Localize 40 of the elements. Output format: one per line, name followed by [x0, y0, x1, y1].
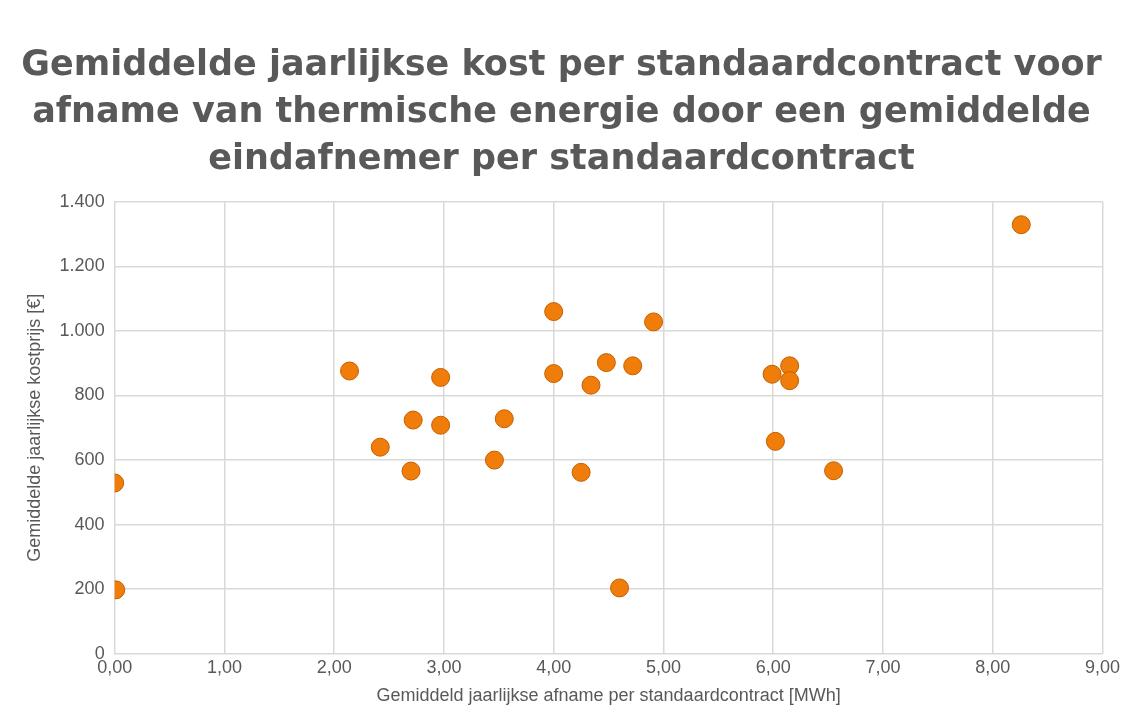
point [431, 367, 451, 387]
x-axis-title: Gemiddeld jaarlijkse afname per standaardcontract [MWh] [376, 685, 841, 706]
y-tick-label: 1.200 [59, 255, 105, 276]
point [1011, 215, 1031, 235]
point [610, 578, 630, 598]
point [644, 312, 664, 332]
point [780, 371, 800, 391]
point [824, 461, 844, 481]
x-tick-label: 3,00 [426, 656, 462, 677]
x-tick-label: 2,00 [316, 656, 352, 677]
point [340, 361, 360, 381]
chart-title: Gemiddelde jaarlijkse kost per standaardcontract voor afname van thermische energie door een gemiddelde eindafnemer per standaardcontract [20, 42, 1103, 179]
y-tick-label: 600 [74, 449, 105, 470]
point [401, 461, 421, 481]
point [494, 409, 514, 429]
y-tick-label: 1.000 [59, 319, 105, 340]
point [571, 462, 591, 482]
y-tick-label: 200 [74, 578, 105, 599]
point [762, 364, 782, 384]
y-tick-label: 400 [74, 513, 105, 534]
point [484, 450, 504, 470]
point [370, 437, 390, 457]
point [544, 302, 564, 322]
x-tick-label: 5,00 [645, 656, 681, 677]
x-tick-label: 8,00 [975, 656, 1011, 677]
x-tick-label: 4,00 [536, 656, 572, 677]
y-axis-title: Gemiddelde jaarlijkse kostprijs [€] [23, 293, 44, 562]
y-tick-label: 1.400 [59, 190, 105, 211]
x-tick-label: 9,00 [1084, 656, 1121, 677]
point [623, 356, 643, 376]
point [544, 364, 564, 384]
point [596, 353, 616, 373]
point [403, 410, 423, 430]
y-tick-label: 800 [74, 384, 105, 405]
x-tick-label: 6,00 [755, 656, 791, 677]
x-tick-label: 7,00 [865, 656, 901, 677]
x-tick-label: 1,00 [206, 656, 242, 677]
point [765, 431, 785, 451]
point [431, 415, 451, 435]
point [581, 375, 601, 395]
